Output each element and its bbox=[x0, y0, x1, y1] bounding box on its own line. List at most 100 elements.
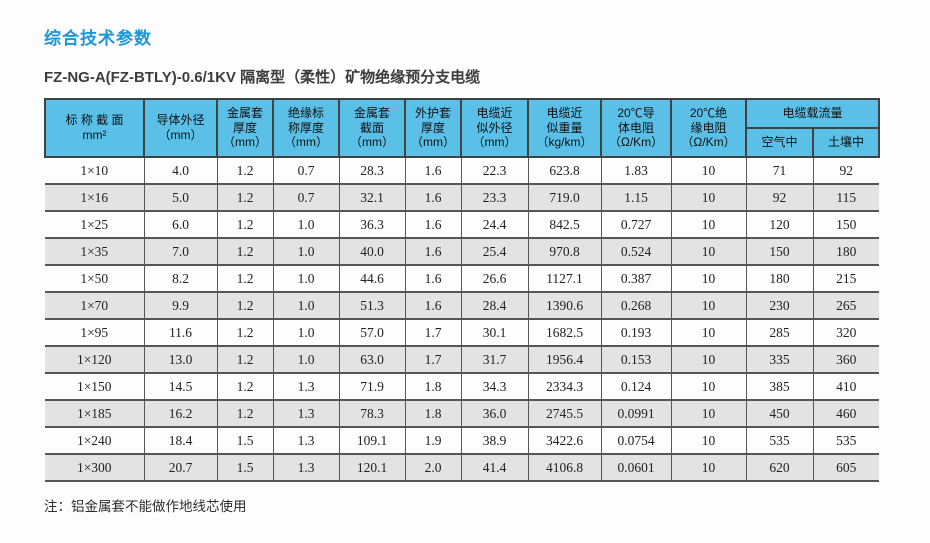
table-cell: 3422.6 bbox=[527, 426, 601, 454]
table-row: 1×70 9.9 1.2 1.0 51.3 1.6 28.4 1390.6 0.268 10 230… bbox=[45, 291, 880, 319]
table-cell: 36.0 bbox=[460, 399, 528, 427]
table-cell: 1×300 bbox=[45, 453, 144, 482]
table-cell: 1×150 bbox=[45, 372, 144, 400]
table-cell: 109.1 bbox=[338, 426, 405, 454]
table-cell: 1.5 bbox=[216, 426, 273, 454]
table-cell: 719.0 bbox=[527, 183, 601, 211]
header-insulation-resistance-20c: 20℃绝 缘电阻 （Ω/Km） bbox=[670, 98, 747, 158]
table-cell: 1.8 bbox=[404, 399, 461, 427]
table-cell: 34.3 bbox=[460, 372, 528, 400]
table-cell: 1.0 bbox=[272, 210, 339, 238]
table-cell: 10 bbox=[670, 156, 746, 184]
table-row: 1×35 7.0 1.2 1.0 40.0 1.6 25.4 970.8 0.524 10 150 1… bbox=[45, 237, 880, 265]
table-cell: 78.3 bbox=[338, 399, 405, 427]
table-cell: 1×50 bbox=[45, 264, 144, 292]
table-cell: 16.2 bbox=[143, 399, 217, 427]
table-cell: 5.0 bbox=[143, 183, 217, 211]
table-cell: 13.0 bbox=[143, 345, 217, 373]
table-cell: 2334.3 bbox=[527, 372, 601, 400]
table-cell: 7.0 bbox=[143, 237, 217, 265]
table-row: 1×185 16.2 1.2 1.3 78.3 1.8 36.0 2745.5 0.0991 10… bbox=[45, 399, 880, 427]
table-row: 1×240 18.4 1.5 1.3 109.1 1.9 38.9 3422.6 0.0754 1… bbox=[45, 426, 880, 454]
header-ampacity-group: 电缆载流量 bbox=[744, 98, 881, 129]
table-cell: 1.7 bbox=[404, 345, 461, 373]
table-cell: 22.3 bbox=[460, 156, 528, 184]
header-ampacity-sub-0: 空气中 bbox=[745, 127, 814, 158]
table-cell: 1×16 bbox=[45, 183, 144, 211]
table-cell: 180 bbox=[812, 237, 880, 265]
table-cell: 1.0 bbox=[272, 264, 339, 292]
table-cell: 535 bbox=[745, 426, 813, 454]
table-cell: 71.9 bbox=[338, 372, 405, 400]
table-cell: 63.0 bbox=[338, 345, 405, 373]
header-ampacity-sub-1: 土壤中 bbox=[811, 127, 881, 158]
table-cell: 230 bbox=[745, 291, 813, 319]
header-cable-approx-od: 电缆近 似外径 （mm） bbox=[460, 98, 529, 158]
table-cell: 11.6 bbox=[143, 318, 217, 346]
table-cell: 1×185 bbox=[45, 399, 144, 427]
table-cell: 1.2 bbox=[216, 372, 273, 400]
table-cell: 320 bbox=[812, 318, 880, 346]
table-cell: 10 bbox=[670, 264, 746, 292]
table-cell: 18.4 bbox=[143, 426, 217, 454]
table-row: 1×95 11.6 1.2 1.0 57.0 1.7 30.1 1682.5 0.193 10 28… bbox=[45, 318, 880, 346]
table-cell: 31.7 bbox=[460, 345, 528, 373]
table-cell: 1.2 bbox=[216, 156, 273, 184]
table-cell: 1.7 bbox=[404, 318, 461, 346]
table-cell: 10 bbox=[670, 426, 746, 454]
table-cell: 1.83 bbox=[600, 156, 671, 184]
table-cell: 41.4 bbox=[460, 453, 528, 482]
table-cell: 57.0 bbox=[338, 318, 405, 346]
header-outer-sheath-thickness: 外护套 厚度 （mm） bbox=[404, 98, 462, 158]
table-cell: 10 bbox=[670, 237, 746, 265]
table-cell: 180 bbox=[745, 264, 813, 292]
table-cell: 1.2 bbox=[216, 318, 273, 346]
table-cell: 4106.8 bbox=[527, 453, 601, 482]
header-cable-approx-weight: 电缆近 似重量 （kg/km） bbox=[527, 98, 602, 158]
product-model-subtitle: FZ-NG-A(FZ-BTLY)-0.6/1KV 隔离型（柔性）矿物绝缘预分支电… bbox=[44, 69, 481, 86]
header-insulation-thickness: 绝缘标 称厚度 （mm） bbox=[272, 98, 340, 158]
table-cell: 0.727 bbox=[600, 210, 671, 238]
table-cell: 10 bbox=[670, 291, 746, 319]
table-cell: 360 bbox=[812, 345, 880, 373]
table-cell: 10 bbox=[670, 210, 746, 238]
header-nominal-section: 标 称 截 面 mm² bbox=[44, 98, 145, 158]
table-cell: 1×10 bbox=[45, 156, 144, 184]
table-cell: 285 bbox=[745, 318, 813, 346]
table-cell: 1.6 bbox=[404, 291, 461, 319]
table-cell: 8.2 bbox=[143, 264, 217, 292]
table-cell: 28.4 bbox=[460, 291, 528, 319]
table-cell: 0.7 bbox=[272, 156, 339, 184]
table-cell: 10 bbox=[670, 345, 746, 373]
table-cell: 1.3 bbox=[272, 399, 339, 427]
table-cell: 0.0754 bbox=[600, 426, 671, 454]
table-cell: 92 bbox=[745, 183, 813, 211]
table-cell: 10 bbox=[670, 399, 746, 427]
table-cell: 1.0 bbox=[272, 318, 339, 346]
table-cell: 0.124 bbox=[600, 372, 671, 400]
table-row: 1×16 5.0 1.2 0.7 32.1 1.6 23.3 719.0 1.15 10 92 115 bbox=[45, 183, 880, 211]
table-cell: 0.524 bbox=[600, 237, 671, 265]
header-metal-sheath-thickness: 金属套 厚度 （mm） bbox=[216, 98, 274, 158]
table-cell: 71 bbox=[745, 156, 813, 184]
table-cell: 1127.1 bbox=[527, 264, 601, 292]
table-cell: 1.3 bbox=[272, 426, 339, 454]
table-cell: 10 bbox=[670, 453, 746, 482]
table-row: 1×50 8.2 1.2 1.0 44.6 1.6 26.6 1127.1 0.387 10 180… bbox=[45, 264, 880, 292]
header-conductor-resistance-20c: 20℃导 体电阻 （Ω/Km） bbox=[600, 98, 672, 158]
table-cell: 10 bbox=[670, 318, 746, 346]
table-cell: 9.9 bbox=[143, 291, 217, 319]
table-cell: 0.153 bbox=[600, 345, 671, 373]
table-cell: 1×25 bbox=[45, 210, 144, 238]
table-cell: 2.0 bbox=[404, 453, 461, 482]
table-cell: 1956.4 bbox=[527, 345, 601, 373]
table-cell: 115 bbox=[812, 183, 880, 211]
table-cell: 1.6 bbox=[404, 237, 461, 265]
table-cell: 605 bbox=[812, 453, 880, 482]
table-cell: 1682.5 bbox=[527, 318, 601, 346]
table-cell: 30.1 bbox=[460, 318, 528, 346]
table-cell: 1.2 bbox=[216, 264, 273, 292]
table-cell: 1.2 bbox=[216, 291, 273, 319]
spec-table-body: 1×10 4.0 1.2 0.7 28.3 1.6 22.3 623.8 1.83 10 71 92 1… bbox=[45, 156, 880, 482]
